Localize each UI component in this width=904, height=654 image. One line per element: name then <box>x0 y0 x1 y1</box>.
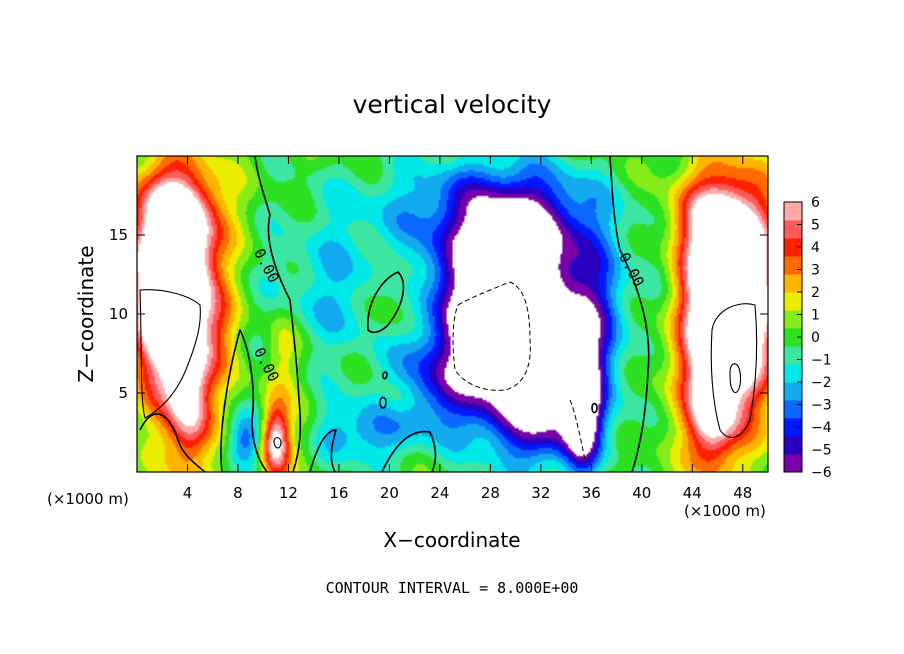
updraft-core-left <box>273 436 282 449</box>
colorbar-tick-label: 4 <box>811 240 820 256</box>
positive-cell-contour <box>367 271 405 334</box>
colorbar-swatch <box>784 328 802 347</box>
y-tick-labels: 5 10 15 <box>109 226 128 402</box>
velocity-field <box>137 156 768 472</box>
colorbar-swatch <box>784 454 802 473</box>
colorbar-swatch <box>784 418 802 437</box>
colorbar-tick-label: 0 <box>811 330 820 346</box>
x-tick-label: 40 <box>632 484 651 502</box>
x-tick-label: 24 <box>430 484 449 502</box>
colorbar-swatch <box>784 310 802 329</box>
downdraft-contour <box>452 281 531 391</box>
colorbar-swatch <box>784 256 802 275</box>
colorbar-swatch <box>784 346 802 365</box>
colorbar-tick-label: 6 <box>811 195 820 211</box>
small-cell-contour-3 <box>382 371 388 380</box>
zero-contour-center-low <box>309 429 337 473</box>
colorbar-tick-label: −5 <box>811 443 832 459</box>
plot-area: 0.00 0.00 0.00 <box>136 155 769 473</box>
colorbar-swatch <box>784 202 802 221</box>
zero-contour-left-lower <box>220 329 268 473</box>
zero-contour-left-outer <box>254 155 302 473</box>
updraft-contour-left <box>139 289 201 419</box>
zero-contour-right-outer <box>609 155 650 473</box>
colorbar-tick-label: −6 <box>811 465 832 481</box>
x-tick-label: 4 <box>183 484 193 502</box>
x-tick-label: 8 <box>233 484 243 502</box>
x-tick-label: 16 <box>329 484 348 502</box>
downdraft-contour-lower <box>569 399 586 461</box>
colorbar-swatch <box>784 436 802 455</box>
small-cell-contour-1 <box>379 396 387 409</box>
y-tick-label: 5 <box>118 384 128 402</box>
x-tick-labels: 4 8 12 16 20 24 28 32 36 40 44 48 <box>183 484 753 502</box>
x-tick-label: 12 <box>279 484 298 502</box>
contour-interval-note: CONTOUR INTERVAL = 8.000E+00 <box>326 579 579 597</box>
colorbar-tick-label: −4 <box>811 420 832 436</box>
x-unit-right: (×1000 m) <box>684 502 766 520</box>
colorbar-swatch <box>784 238 802 257</box>
zero-contour-center-mid <box>381 430 437 473</box>
contour-lines <box>139 155 758 473</box>
x-tick-label: 20 <box>380 484 399 502</box>
colorbar-swatch <box>784 292 802 311</box>
colorbar-tick-label: 3 <box>811 263 820 279</box>
x-tick-label: 28 <box>481 484 500 502</box>
colorbar-tick-label: −2 <box>811 375 832 391</box>
axis-ticks <box>137 156 768 472</box>
colorbar-tick-label: 1 <box>811 308 820 324</box>
x-tick-label: 32 <box>531 484 550 502</box>
updraft-core-right <box>729 363 742 394</box>
colorbar-tick-label: −1 <box>811 353 832 369</box>
updraft-contour-right <box>710 303 758 438</box>
colorbar: 6 5 4 3 2 1 0 −1 −2 −3 −4 −5 −6 <box>783 195 832 481</box>
colorbar-tick-label: −3 <box>811 398 832 414</box>
x-tick-label: 44 <box>683 484 702 502</box>
x-unit-left: (×1000 m) <box>47 490 129 508</box>
colorbar-swatch <box>784 400 802 419</box>
colorbar-swatch <box>784 274 802 293</box>
x-axis-label: X−coordinate <box>383 528 520 552</box>
small-cell-contour-2 <box>591 402 598 414</box>
colorbar-swatch <box>784 220 802 239</box>
zero-contour-left-inner <box>139 413 206 473</box>
y-tick-label: 10 <box>109 305 128 323</box>
colorbar-tick-label: 2 <box>811 285 820 301</box>
y-axis-label: Z−coordinate <box>74 245 98 382</box>
chart-title: vertical velocity <box>353 90 552 119</box>
colorbar-swatch <box>784 382 802 401</box>
y-tick-label: 15 <box>109 226 128 244</box>
colorbar-swatch <box>784 364 802 383</box>
x-tick-label: 36 <box>582 484 601 502</box>
colorbar-tick-label: 5 <box>811 218 820 234</box>
x-tick-label: 48 <box>733 484 752 502</box>
